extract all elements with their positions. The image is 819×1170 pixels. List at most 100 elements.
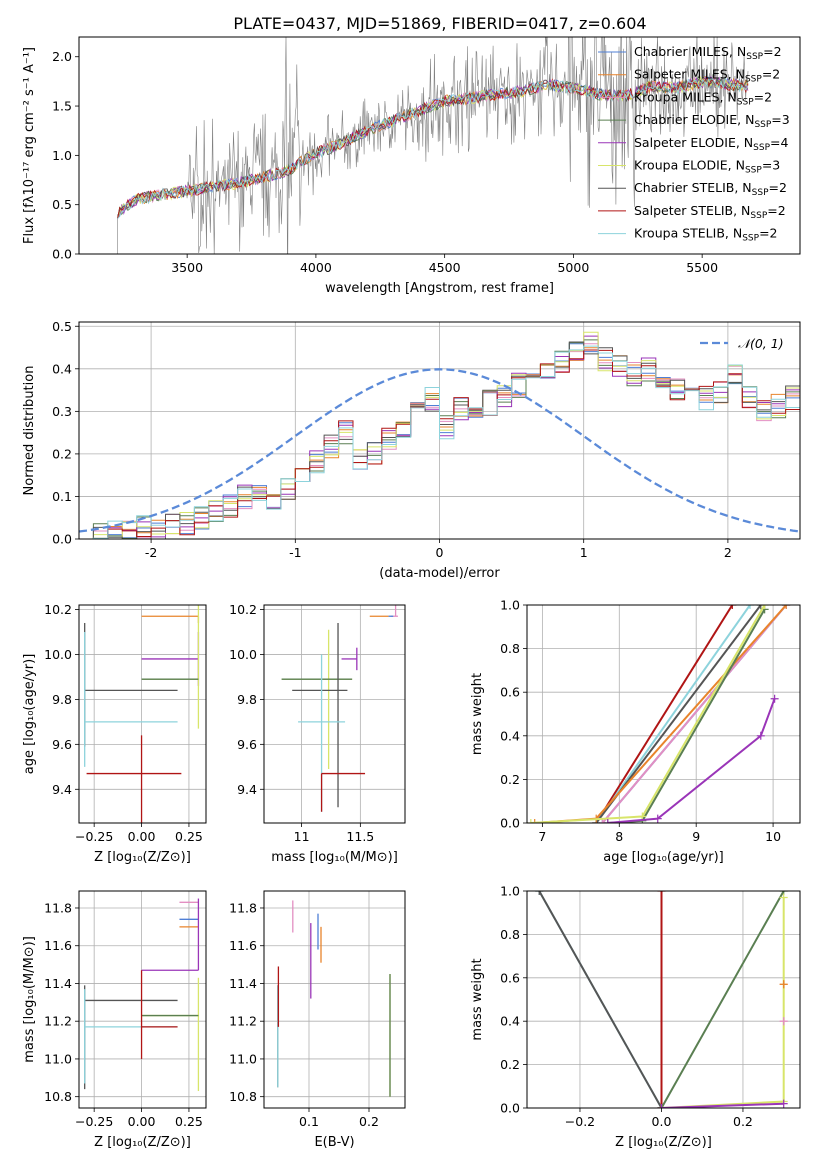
- y-tick-label: 1.0: [52, 148, 72, 163]
- marker-plus: [728, 605, 737, 609]
- x-tick-label: −0.2: [565, 1114, 595, 1129]
- weight-line-kroupa-elodie: [530, 605, 766, 823]
- marker-plus: [756, 731, 765, 740]
- legend-entry: 𝒩(0, 1): [738, 336, 784, 351]
- y-tick-label: 0.6: [500, 970, 520, 985]
- panel-mass-vs-EBV: 0.1 0.2 10.8 11.0 11.2 11.4 11.6 11.8 E(B-V): [229, 890, 406, 1150]
- x-tick-label: −0.25: [75, 1114, 113, 1129]
- y-tick-label: 0.6: [500, 685, 520, 700]
- y-tick-label: 11.2: [44, 1014, 72, 1029]
- x-tick-label: 1: [580, 545, 588, 560]
- y-tick-label: 11.0: [44, 1051, 72, 1066]
- hist-step-salpeter-elodie: [79, 335, 800, 539]
- axes-frame: [263, 604, 406, 824]
- x-tick-label: 0.25: [175, 1114, 203, 1129]
- x-tick-label: 5000: [557, 260, 589, 275]
- x-axis-label: Z [log₁₀(Z/Z⊙)]: [94, 1135, 191, 1150]
- panel-mass-weight-vs-age: 7 8 9 10 0.0 0.2 0.4 0.6 0.8 1.0 age [log₁₀(age/yr…: [470, 598, 801, 865]
- marker-plus: [598, 819, 607, 823]
- axes-frame: [78, 604, 207, 824]
- marker-plus: [779, 893, 788, 902]
- y-tick-label: 9.8: [237, 692, 257, 707]
- legend-entry: Kroupa STELIB, NSSP=2: [634, 226, 778, 244]
- y-tick-label: 0.2: [52, 446, 72, 461]
- y-tick-label: 11.6: [44, 938, 72, 953]
- y-tick-label: 0.2: [500, 1057, 520, 1072]
- marker-plus: [657, 1104, 666, 1108]
- x-tick-label: 10: [765, 829, 781, 844]
- y-tick-label: 0.0: [52, 247, 72, 262]
- y-tick-label: 9.4: [237, 782, 257, 797]
- x-tick-label: 0.2: [733, 1114, 753, 1129]
- marker-plus: [657, 891, 666, 895]
- marker-plus: [779, 1017, 788, 1026]
- y-tick-label: 11.4: [229, 976, 257, 991]
- y-tick-label: 10.2: [229, 602, 257, 617]
- y-axis-label: Normed distribution: [22, 366, 37, 496]
- panel-age-vs-Z: −0.25 0.00 0.25 9.4 9.6 9.8 10.0 10.2 Z [log₁₀(Z…: [22, 602, 207, 865]
- x-tick-label: 0.2: [359, 1114, 379, 1129]
- legend-entry: Chabrier STELIB, NSSP=2: [634, 180, 787, 198]
- y-tick-label: 11.8: [44, 900, 72, 915]
- y-axis-label: Flux [fλ10⁻¹⁷ erg cm⁻² s⁻¹ A⁻¹]: [22, 47, 37, 244]
- hist-step-salpeter-stelib: [79, 349, 800, 539]
- figure-title: PLATE=0437, MJD=51869, FIBERID=0417, z=0…: [233, 14, 646, 33]
- weight-line-chabrier-elodie: [660, 891, 785, 1108]
- x-tick-label: 9: [692, 829, 700, 844]
- axes-frame: [526, 604, 801, 824]
- y-tick-label: 10.8: [229, 1089, 257, 1104]
- legend-entry: Salpeter ELODIE, NSSP=4: [634, 135, 789, 153]
- marker-plus: [756, 605, 765, 609]
- panel-mass-vs-Z: −0.25 0.00 0.25 10.8 11.0 11.2 11.4 11.6 11.8 Z […: [22, 890, 207, 1150]
- marker-plus: [530, 819, 539, 823]
- y-tick-label: 10.2: [44, 602, 72, 617]
- x-axis-label: (data-model)/error: [379, 566, 500, 581]
- x-tick-label: 0.00: [128, 1114, 156, 1129]
- marker-plus: [603, 819, 612, 823]
- plot-area: [281, 605, 398, 812]
- legend-entry: Salpeter STELIB, NSSP=2: [634, 203, 786, 221]
- x-tick-label: 0.0: [652, 1114, 672, 1129]
- x-tick-label: 5500: [686, 260, 718, 275]
- y-tick-label: 11.6: [229, 938, 257, 953]
- legend-entry: Salpeter MILES, NSSP=2: [634, 67, 780, 85]
- y-tick-label: 10.0: [229, 647, 257, 662]
- marker-plus: [746, 605, 755, 609]
- x-tick-label: -1: [289, 545, 301, 560]
- y-tick-label: 1.0: [500, 598, 520, 613]
- plot-area: [84, 605, 200, 823]
- axes-frame: [78, 36, 801, 255]
- marker-plus: [770, 694, 779, 703]
- x-tick-label: 4500: [429, 260, 461, 275]
- y-tick-label: 0.0: [500, 816, 520, 831]
- marker-plus: [653, 814, 662, 823]
- y-tick-label: 0.4: [52, 361, 72, 376]
- axes-frame: [263, 890, 406, 1109]
- marker-plus: [779, 1099, 788, 1108]
- y-tick-label: 11.2: [229, 1014, 257, 1029]
- plot-area: [277, 900, 391, 1097]
- gaussian-curve: [79, 368, 800, 533]
- model-line-kroupa-elodie: [117, 75, 749, 219]
- y-tick-label: 0.4: [500, 1014, 520, 1029]
- plot-area: [79, 331, 800, 539]
- hist-step-chabrier-miles: [79, 343, 800, 539]
- x-tick-label: 0: [436, 545, 444, 560]
- plot-area: [527, 605, 791, 823]
- y-tick-label: 0.5: [52, 197, 72, 212]
- marker-plus: [535, 891, 544, 895]
- x-axis-label: E(B-V): [314, 1135, 354, 1150]
- y-tick-label: 0.4: [500, 728, 520, 743]
- axes-frame: [78, 890, 207, 1109]
- y-tick-label: 1.5: [52, 99, 72, 114]
- weight-line-salpeter-elodie: [607, 698, 776, 823]
- legend-entry: Chabrier MILES, NSSP=2: [634, 44, 782, 62]
- weight-line-salpeter-elodie: [661, 1102, 784, 1108]
- y-tick-label: 0.8: [500, 927, 520, 942]
- x-tick-label: 4000: [300, 260, 332, 275]
- y-axis-label: mass weight: [470, 673, 485, 755]
- y-tick-label: 0.3: [52, 404, 72, 419]
- y-tick-label: 0.8: [500, 641, 520, 656]
- weight-line-salpeter-stelib: [595, 605, 734, 823]
